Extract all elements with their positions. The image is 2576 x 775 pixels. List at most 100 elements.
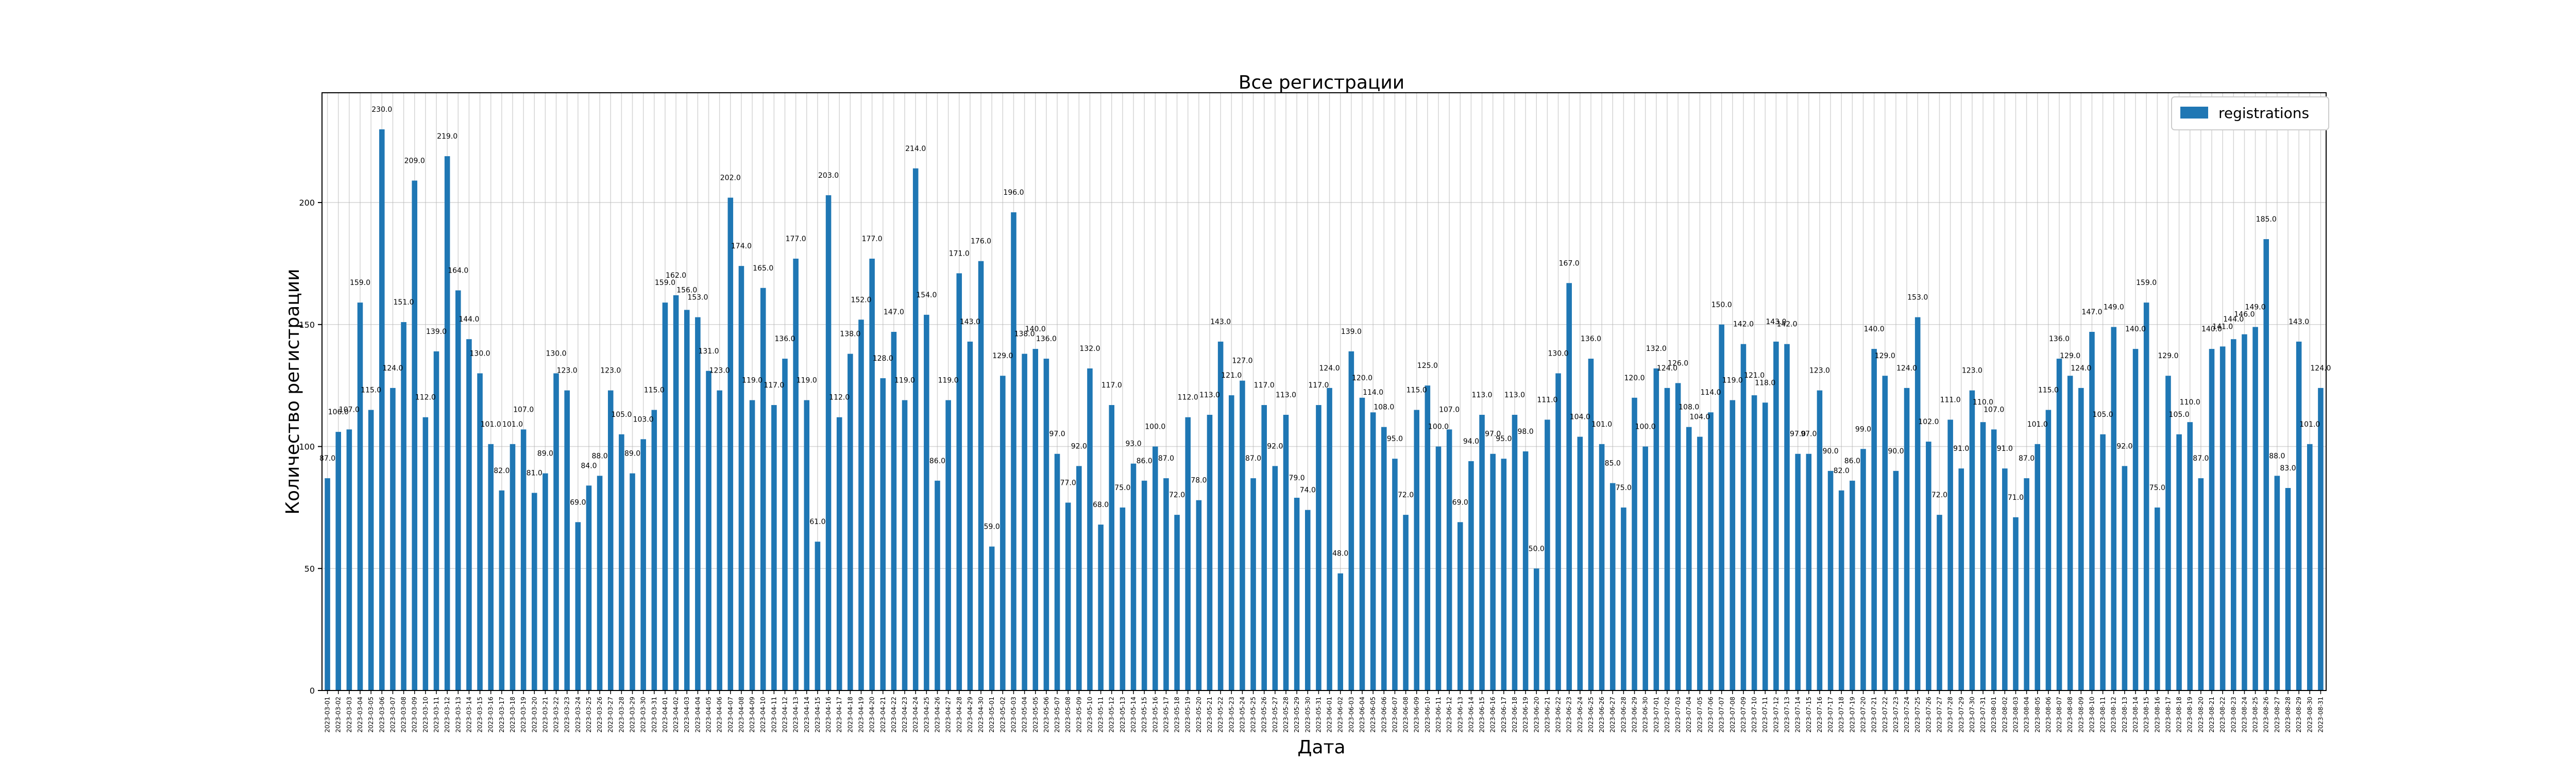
x-tick-label: 2023-08-14 [2132,697,2139,733]
x-tick-label: 2023-03-03 [346,697,353,733]
bar [1566,283,1572,690]
bar [543,473,548,690]
bar [1980,422,1986,690]
bar [1479,414,1485,690]
chart-title: Все регистрации [1239,72,1404,93]
value-label: 150.0 [1711,301,1732,309]
value-label: 101.0 [481,420,501,429]
value-label: 159.0 [655,279,675,287]
bar [1240,380,1245,690]
value-label: 130.0 [1548,349,1568,358]
x-tick-label: 2023-06-18 [1511,697,1518,733]
bar [368,410,374,690]
x-tick-label: 2023-05-28 [1282,697,1290,733]
value-label: 136.0 [2049,335,2070,343]
bar [978,261,984,691]
bar [2111,327,2117,690]
bar [1860,449,1866,690]
bar [727,197,734,691]
x-tick-label: 2023-07-09 [1740,697,1747,733]
x-tick-label: 2023-05-07 [1054,697,1061,733]
value-label: 105.0 [2169,411,2190,419]
x-tick-label: 2023-07-25 [1914,697,1921,733]
bar [1795,453,1801,690]
x-tick-label: 2023-06-17 [1500,697,1507,733]
value-label: 138.0 [1014,330,1035,339]
bar [2056,359,2062,690]
x-tick-label: 2023-05-22 [1217,697,1224,733]
x-tick-label: 2023-05-05 [1032,697,1039,733]
value-label: 87.0 [1245,454,1261,463]
x-tick-label: 2023-07-04 [1685,697,1692,733]
value-label: 127.0 [1232,357,1252,365]
value-label: 124.0 [2310,364,2331,373]
bar [1969,390,1975,690]
x-tick-label: 2023-08-07 [2056,697,2063,733]
x-tick-label: 2023-07-11 [1761,697,1769,733]
value-label: 108.0 [1374,403,1394,412]
value-label: 78.0 [1191,477,1207,485]
bar [2307,444,2313,690]
value-label: 144.0 [459,315,479,324]
value-label: 111.0 [1537,396,1557,404]
value-label: 202.0 [720,174,741,182]
value-label: 142.0 [1776,321,1797,329]
value-label: 123.0 [600,367,621,375]
bar [1751,395,1757,690]
y-axis-label: Количество регистрации [282,268,303,514]
x-tick-label: 2023-05-10 [1086,697,1093,733]
x-tick-label: 2023-03-16 [487,697,495,733]
value-label: 119.0 [796,377,817,385]
value-label: 118.0 [1755,379,1775,387]
x-tick-label: 2023-08-25 [2252,697,2259,733]
x-tick-label: 2023-05-31 [1315,697,1322,733]
value-label: 140.0 [2125,325,2146,333]
value-label: 119.0 [1722,377,1743,385]
bar [836,417,842,690]
bar [2187,422,2193,690]
bar [717,390,722,690]
x-tick-label: 2023-05-19 [1184,697,1192,733]
x-tick-labels: 2023-03-01 2023-03-02 2023-03-03 2023-03-04… [324,697,2325,733]
bar [2024,478,2029,690]
value-label: 124.0 [1319,364,1340,373]
bar [673,295,679,690]
bar [510,444,516,690]
bar [1773,341,1779,690]
value-label: 119.0 [938,377,959,385]
x-tick-label: 2023-03-23 [564,697,571,733]
bar [1283,414,1289,690]
value-label: 121.0 [1744,372,1765,380]
bar [2296,341,2302,690]
legend: registrations [2171,96,2329,130]
x-tick-label: 2023-08-13 [2121,697,2128,733]
bar [2078,388,2084,690]
x-tick-label: 2023-06-24 [1577,697,1584,733]
x-tick-label: 2023-03-25 [585,697,592,733]
x-tick-label: 2023-04-10 [759,697,767,733]
x-tick-label: 2023-04-01 [662,697,669,733]
y-tick-label: 50 [304,564,315,574]
x-tick-label: 2023-04-23 [901,697,908,733]
value-label: 129.0 [1875,352,1895,360]
value-label: 159.0 [350,279,370,287]
x-tick-label: 2023-06-30 [1642,697,1649,733]
x-tick-label: 2023-08-10 [2088,697,2095,733]
value-label: 119.0 [742,377,762,385]
bar [1621,507,1626,690]
y-tick-label: 100 [299,442,315,452]
value-label: 88.0 [592,452,608,460]
x-tick-label: 2023-04-29 [967,697,974,733]
x-tick-label: 2023-04-08 [738,697,745,733]
value-label: 97.0 [1485,430,1501,439]
value-label: 48.0 [1332,550,1348,558]
bar [379,129,385,691]
value-label: 177.0 [862,235,883,243]
bar [1762,402,1768,690]
x-tick-label: 2023-05-01 [988,697,995,733]
bar [1926,442,1931,690]
bar [2274,476,2280,690]
value-label: 154.0 [916,291,937,299]
x-tick-label: 2023-08-23 [2230,697,2237,733]
